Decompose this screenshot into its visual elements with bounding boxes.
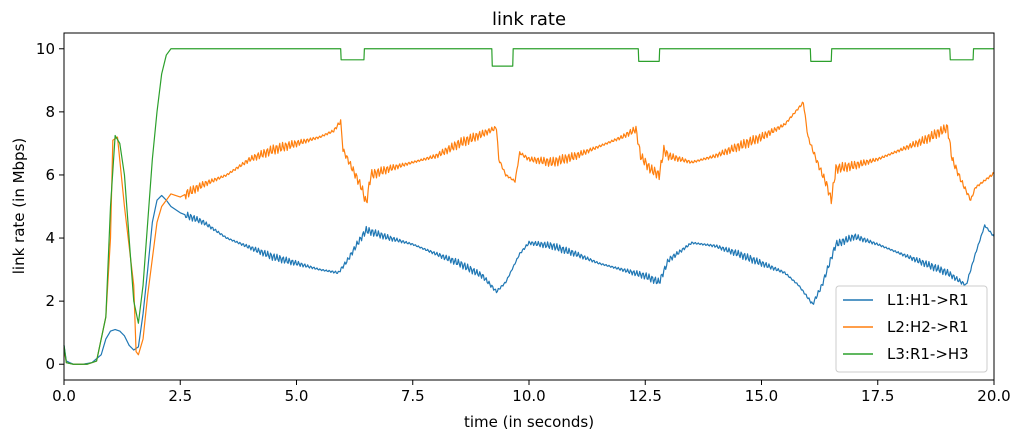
y-tick-label: 8 <box>45 103 55 121</box>
x-tick-label: 7.5 <box>401 387 425 405</box>
y-tick-label: 0 <box>45 355 55 373</box>
x-tick-label: 12.5 <box>629 387 662 405</box>
y-axis-label: link rate (in Mbps) <box>10 138 28 274</box>
chart-title: link rate <box>492 9 566 30</box>
y-tick-label: 2 <box>45 292 55 310</box>
legend-box <box>835 285 988 373</box>
series-layer <box>63 48 995 365</box>
legend: L1:H1->R1 L2:H2->R1 L3:R1->H3 <box>835 285 988 373</box>
legend-label-l3: L3:R1->H3 <box>887 345 969 363</box>
x-tick-label: 0.0 <box>52 387 76 405</box>
series-line-3 <box>63 48 994 365</box>
series-line-2 <box>63 101 995 365</box>
legend-label-l2: L2:H2->R1 <box>887 318 969 336</box>
series-line-1 <box>63 194 995 365</box>
legend-label-l1: L1:H1->R1 <box>887 291 969 309</box>
x-tick-label: 20.0 <box>977 387 1010 405</box>
x-tick-label: 5.0 <box>285 387 309 405</box>
x-axis: 0.0 2.5 5.0 7.5 10.0 12.5 15.0 17.5 20.0 <box>52 380 1011 405</box>
x-tick-label: 10.0 <box>512 387 545 405</box>
x-tick-label: 2.5 <box>168 387 192 405</box>
x-tick-label: 17.5 <box>861 387 894 405</box>
y-tick-label: 4 <box>45 229 55 247</box>
x-tick-label: 15.0 <box>745 387 778 405</box>
y-axis: 0 2 4 6 8 10 <box>36 40 64 373</box>
y-tick-label: 6 <box>45 166 55 184</box>
y-tick-label: 10 <box>36 40 55 58</box>
x-axis-label: time (in seconds) <box>464 413 594 431</box>
